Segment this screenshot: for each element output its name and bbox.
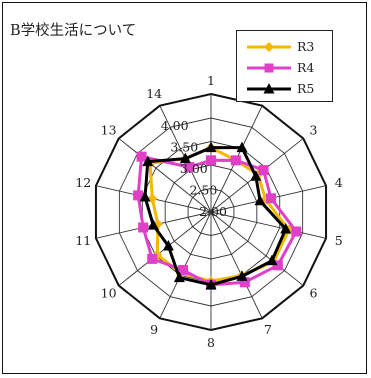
legend-marker-r4 — [247, 63, 291, 73]
axis-label-11: 11 — [75, 233, 91, 248]
radar-spoke-6 — [210, 211, 304, 286]
data-point-r5-8 — [205, 278, 217, 290]
data-point-r4-13 — [136, 151, 147, 162]
legend-entry-r3: R3 — [237, 37, 332, 57]
data-point-r4-14 — [184, 162, 195, 173]
data-point-r4-12 — [133, 190, 144, 201]
data-point-r4-2 — [230, 155, 241, 166]
axis-label-9: 9 — [150, 322, 158, 337]
radar-spoke-7 — [210, 211, 263, 319]
data-point-r5-7 — [236, 270, 248, 281]
axis-label-13: 13 — [101, 122, 117, 137]
tick-label-2.00: 2.00 — [199, 204, 227, 219]
chart-title: B学校生活について — [10, 23, 137, 39]
data-point-r5-3 — [250, 170, 262, 181]
data-point-r4-11 — [138, 222, 149, 233]
data-point-r5-2 — [236, 141, 248, 153]
data-point-r4-9 — [178, 265, 189, 276]
data-point-r5-6 — [266, 254, 278, 266]
chart-legend: R3 R4 R5 — [236, 30, 333, 102]
axis-label-12: 12 — [75, 175, 91, 190]
data-point-r5-14 — [179, 152, 191, 164]
tick-label-2.50: 2.50 — [189, 183, 217, 198]
data-point-r5-9 — [173, 271, 185, 283]
data-point-r4-5 — [291, 226, 302, 237]
legend-marker-r5 — [247, 83, 291, 94]
data-point-r5-1 — [205, 141, 217, 153]
axis-label-4: 4 — [335, 175, 343, 190]
legend-label-r3: R3 — [297, 39, 315, 54]
data-point-r4-4 — [266, 193, 277, 204]
axis-label-6: 6 — [309, 286, 317, 301]
tick-label-3.50: 3.50 — [170, 140, 198, 155]
axis-label-10: 10 — [101, 286, 117, 301]
data-point-r5-11 — [147, 219, 159, 230]
data-point-r4-10 — [147, 253, 158, 264]
legend-label-r4: R4 — [297, 60, 315, 75]
radar-series — [133, 141, 302, 290]
data-point-r5-4 — [254, 194, 266, 206]
data-point-r4-3 — [258, 165, 269, 176]
axis-label-1: 1 — [207, 73, 215, 88]
radar-spoke-5 — [210, 211, 327, 239]
legend-entry-r5: R5 — [237, 79, 332, 99]
data-point-r4-1 — [206, 155, 216, 166]
axis-label-7: 7 — [264, 322, 272, 337]
data-point-r4-6 — [272, 260, 283, 271]
data-point-r5-13 — [142, 155, 154, 167]
axis-label-14: 14 — [146, 86, 162, 101]
data-point-r5-12 — [139, 190, 151, 202]
data-point-r5-5 — [280, 223, 292, 234]
radar-spoke-13 — [118, 138, 212, 213]
legend-marker-r3 — [247, 42, 291, 52]
legend-entry-r4: R4 — [237, 58, 332, 78]
axis-label-5: 5 — [335, 233, 343, 248]
radar-labels: 2.002.503.003.504.001234567891011121314 — [75, 73, 342, 350]
axis-label-8: 8 — [207, 335, 215, 350]
tick-label-3.00: 3.00 — [180, 161, 208, 176]
axis-label-3: 3 — [309, 122, 317, 137]
data-point-r5-10 — [162, 239, 174, 251]
tick-label-4.00: 4.00 — [161, 118, 189, 133]
data-point-r4-7 — [239, 277, 250, 288]
legend-label-r5: R5 — [297, 81, 315, 96]
